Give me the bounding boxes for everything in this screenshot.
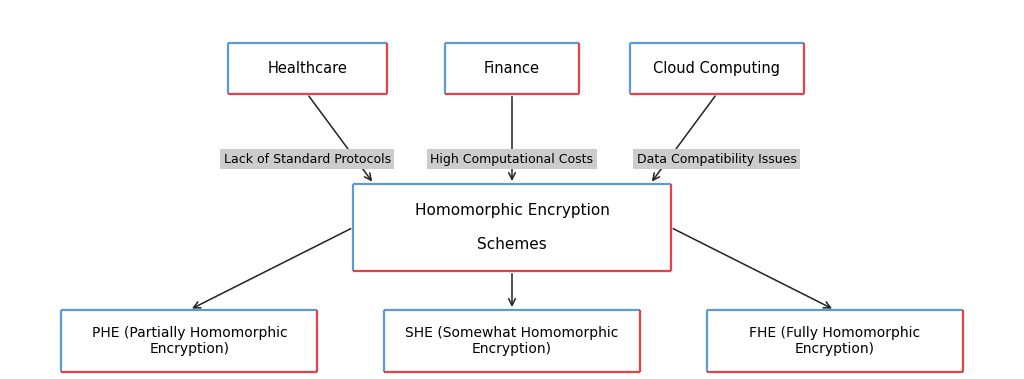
FancyBboxPatch shape <box>61 310 317 372</box>
Text: Healthcare: Healthcare <box>267 61 347 76</box>
FancyBboxPatch shape <box>630 43 804 94</box>
Text: Data Compatibility Issues: Data Compatibility Issues <box>637 153 797 166</box>
Text: High Computational Costs: High Computational Costs <box>430 153 594 166</box>
Text: Lack of Standard Protocols: Lack of Standard Protocols <box>223 153 391 166</box>
Text: PHE (Partially Homomorphic
Encryption): PHE (Partially Homomorphic Encryption) <box>91 326 288 356</box>
FancyBboxPatch shape <box>445 43 579 94</box>
FancyBboxPatch shape <box>384 310 640 372</box>
FancyBboxPatch shape <box>707 310 963 372</box>
Text: SHE (Somewhat Homomorphic
Encryption): SHE (Somewhat Homomorphic Encryption) <box>406 326 618 356</box>
Text: Homomorphic Encryption

Schemes: Homomorphic Encryption Schemes <box>415 202 609 252</box>
Text: FHE (Fully Homomorphic
Encryption): FHE (Fully Homomorphic Encryption) <box>749 326 921 356</box>
FancyBboxPatch shape <box>353 184 671 271</box>
Text: Cloud Computing: Cloud Computing <box>653 61 780 76</box>
Text: Finance: Finance <box>484 61 540 76</box>
FancyBboxPatch shape <box>227 43 386 94</box>
